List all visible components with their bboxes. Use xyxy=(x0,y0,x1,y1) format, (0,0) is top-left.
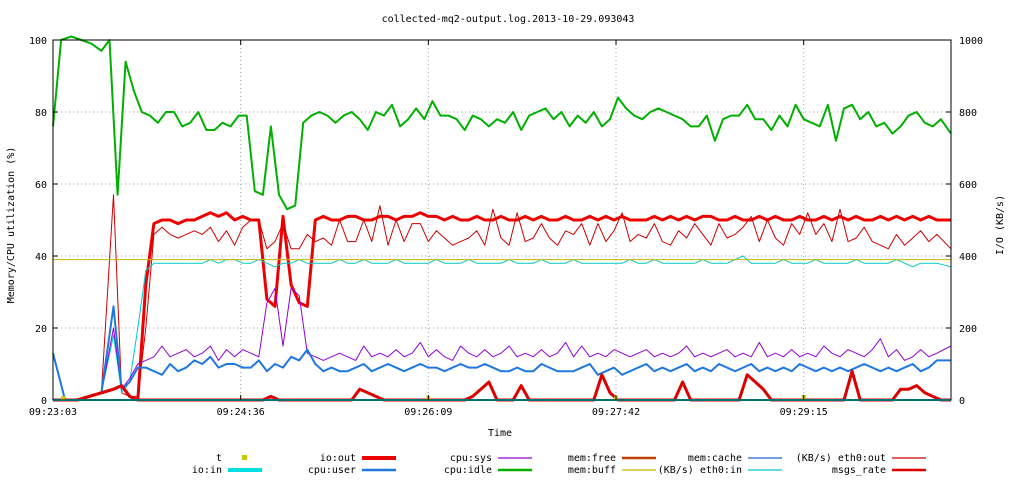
legend-label: t xyxy=(216,453,222,464)
y2-tick-label: 400 xyxy=(959,252,977,263)
legend-label: msgs_rate xyxy=(832,465,886,476)
series-cpu-user xyxy=(52,305,951,401)
legend-label: cpu:user xyxy=(308,465,356,476)
point-t xyxy=(61,396,66,401)
series-cpu-sys xyxy=(52,287,952,401)
legend-label: cpu:idle xyxy=(444,465,492,476)
series-kb-s-eth0-out xyxy=(53,194,952,401)
y-tick-label: 100 xyxy=(29,36,47,47)
x-tick-label: 09:29:15 xyxy=(780,407,828,418)
series-io-out xyxy=(53,211,951,402)
y-tick-label: 0 xyxy=(41,396,47,407)
legend-label: mem:buff xyxy=(568,465,616,476)
legend-label: mem:free xyxy=(568,453,616,464)
x-axis-label: Time xyxy=(488,428,512,439)
legend: t io:out cpu:sys mem:free mem:cache (KB/s) et… xyxy=(192,453,926,476)
legend-label: mem:cache xyxy=(688,453,742,464)
legend-label: (KB/s) eth0:out xyxy=(796,453,886,464)
legend-swatch xyxy=(242,455,247,460)
legend-label: cpu:sys xyxy=(450,453,492,464)
chart-title: collected-mq2-output.log.2013-10-29.0930… xyxy=(382,14,635,25)
legend-label: io:out xyxy=(320,453,356,464)
x-tick-label: 09:24:36 xyxy=(217,407,265,418)
x-tick-label: 09:23:03 xyxy=(29,407,77,418)
y-tick-label: 20 xyxy=(35,324,47,335)
legend-label: (KB/s) eth0:in xyxy=(658,465,742,476)
series-layer xyxy=(52,35,952,402)
y2-tick-label: 200 xyxy=(959,324,977,335)
x-tick-label: 09:26:09 xyxy=(404,407,452,418)
y-tick-label: 60 xyxy=(35,180,47,191)
y-axis-label: Memory/CPU utilization (%) xyxy=(6,147,17,304)
y-tick-label: 40 xyxy=(35,252,47,263)
series-cpu-idle xyxy=(52,35,952,211)
legend-label: io:in xyxy=(192,465,222,476)
y2-tick-label: 1000 xyxy=(959,36,983,47)
series-msgs-rate xyxy=(53,369,951,402)
y2-tick-label: 0 xyxy=(959,396,965,407)
x-tick-label: 09:27:42 xyxy=(592,407,640,418)
plot-frame xyxy=(52,39,952,401)
y2-tick-label: 600 xyxy=(959,180,977,191)
y2-tick-label: 800 xyxy=(959,108,977,119)
y2-axis-label: I/O (KB/s) xyxy=(995,195,1006,255)
y-tick-label: 80 xyxy=(35,108,47,119)
